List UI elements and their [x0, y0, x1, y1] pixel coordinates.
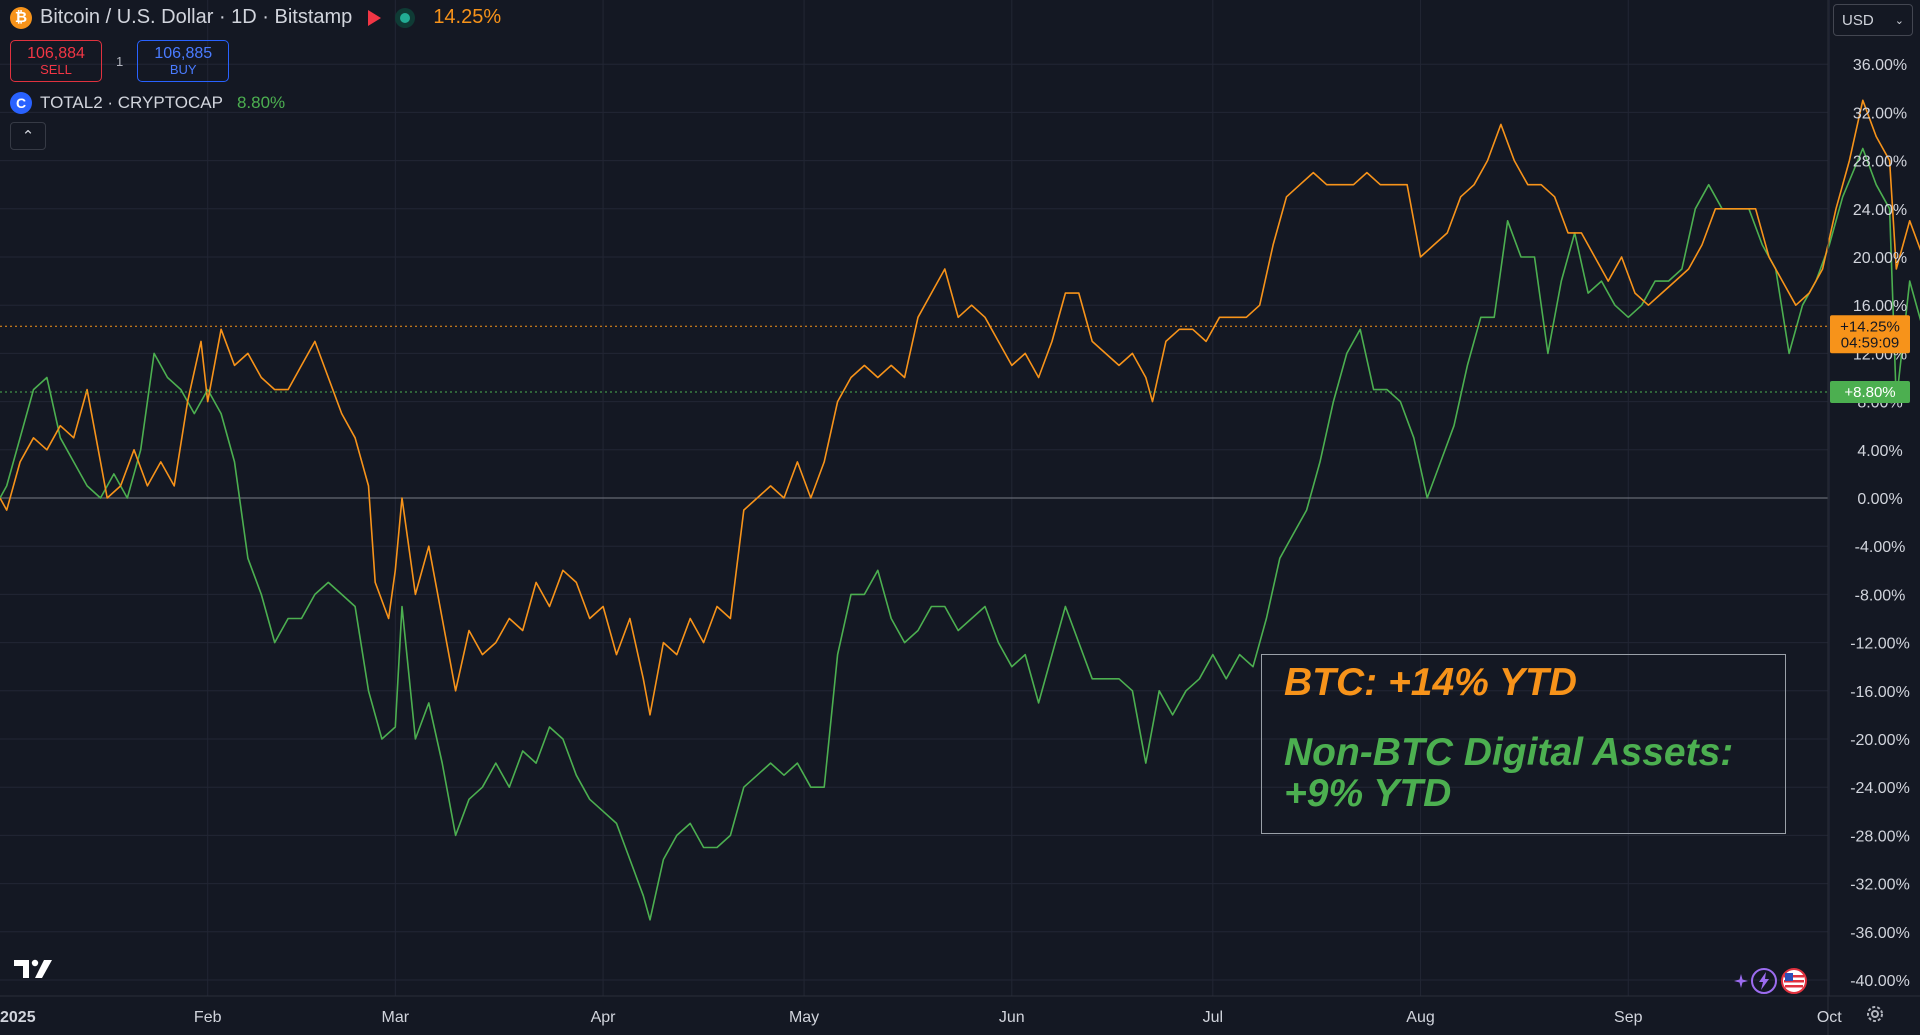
y-tick-label: -12.00% — [1850, 636, 1910, 653]
price-label-badge — [1830, 380, 1910, 403]
x-tick-label: May — [789, 1009, 819, 1026]
cryptocap-icon: C — [10, 92, 32, 114]
chevron-down-icon: ⌄ — [1894, 14, 1904, 27]
collapse-legend-button[interactable]: ⌃ — [10, 122, 46, 150]
series-line — [0, 147, 1920, 921]
symbol-title[interactable]: Bitcoin / U.S. Dollar · 1D · Bitstamp — [40, 6, 353, 28]
x-tick-label: Oct — [1817, 1009, 1842, 1026]
y-tick-label: -36.00% — [1850, 925, 1910, 942]
y-tick-label: -28.00% — [1850, 828, 1910, 845]
symbol-change: 14.25% — [433, 6, 502, 28]
sell-price: 106,884 — [27, 44, 85, 62]
x-tick-label: Aug — [1406, 1009, 1434, 1026]
buy-button[interactable]: 106,885 BUY — [137, 40, 230, 82]
y-tick-label: -20.00% — [1850, 732, 1910, 749]
price-label-countdown: 04:59:09 — [1841, 334, 1899, 351]
flag-icon[interactable] — [368, 9, 382, 26]
series-line — [0, 99, 1920, 716]
sell-label: SELL — [40, 61, 72, 77]
price-label-text: +14.25% — [1840, 318, 1900, 335]
price-label-badge — [1830, 315, 1910, 354]
x-tick-label: 2025 — [0, 1009, 36, 1026]
y-tick-label: 36.00% — [1853, 57, 1907, 74]
annotation-box: BTC: +14% YTD Non-BTC Digital Assets: +9… — [1261, 654, 1786, 834]
compare-change: 8.80% — [236, 93, 286, 112]
x-tick-label: Apr — [591, 1009, 617, 1026]
sell-button[interactable]: 106,884 SELL — [10, 40, 102, 82]
y-tick-label: 20.00% — [1853, 250, 1907, 267]
market-status-icon[interactable] — [395, 7, 416, 28]
y-tick-label: 0.00% — [1857, 491, 1902, 508]
x-tick-label: Jun — [999, 1009, 1025, 1026]
chart-header: ₿ Bitcoin / U.S. Dollar · 1D · Bitstamp … — [10, 6, 501, 29]
y-axis-labels: 36.00%32.00%28.00%24.00%20.00%16.00%12.0… — [1850, 57, 1910, 990]
sparkle-icon[interactable] — [1734, 974, 1748, 988]
annotation-btc: BTC: +14% YTD — [1284, 661, 1577, 704]
buy-label: BUY — [169, 61, 197, 77]
settings-gear-icon[interactable] — [1864, 1003, 1886, 1030]
compare-symbol[interactable]: TOTAL2 · CRYPTOCAP — [40, 93, 223, 112]
y-tick-label: -4.00% — [1855, 539, 1906, 556]
trade-buttons: 106,884 SELL 1 106,885 BUY — [10, 40, 230, 82]
x-tick-label: Jul — [1203, 1009, 1223, 1026]
x-tick-label: Sep — [1614, 1009, 1643, 1026]
bitcoin-icon: ₿ — [10, 6, 32, 29]
price-label-text: +8.80% — [1844, 384, 1895, 401]
last-price-lines — [0, 325, 1828, 393]
y-tick-label: 28.00% — [1853, 154, 1907, 171]
lightning-icon[interactable] — [1750, 967, 1778, 995]
compare-symbol-row[interactable]: C TOTAL2 · CRYPTOCAP 8.80% — [10, 92, 285, 114]
currency-select[interactable]: USD ⌄ — [1833, 4, 1913, 36]
currency-value: USD — [1842, 11, 1874, 29]
annotation-alt: Non-BTC Digital Assets: +9% YTD — [1284, 731, 1734, 815]
y-tick-label: -32.00% — [1850, 877, 1910, 894]
us-flag-icon[interactable] — [1780, 967, 1808, 995]
y-tick-label: 4.00% — [1857, 443, 1902, 460]
y-tick-label: 16.00% — [1853, 298, 1907, 315]
y-tick-label: -8.00% — [1855, 587, 1906, 604]
y-tick-label: -40.00% — [1850, 973, 1910, 990]
series-lines — [0, 99, 1920, 921]
x-tick-label: Feb — [194, 1009, 222, 1026]
y-tick-label: -16.00% — [1850, 684, 1910, 701]
x-axis-labels: 2025 Feb Mar Apr May Jun Jul Aug Sep Oct — [0, 1009, 1842, 1026]
y-tick-label: 32.00% — [1853, 105, 1907, 122]
price-labels: +14.25%04:59:09 +8.80% — [1830, 315, 1910, 403]
y-tick-label: -24.00% — [1850, 780, 1910, 797]
buy-price: 106,885 — [154, 44, 213, 62]
chevron-up-icon: ⌃ — [21, 128, 35, 145]
tradingview-logo-icon[interactable] — [14, 958, 54, 985]
spread-value: 1 — [116, 53, 124, 69]
y-tick-label: 24.00% — [1853, 202, 1907, 219]
x-tick-label: Mar — [382, 1009, 410, 1026]
bottom-right-icons — [1734, 967, 1808, 995]
